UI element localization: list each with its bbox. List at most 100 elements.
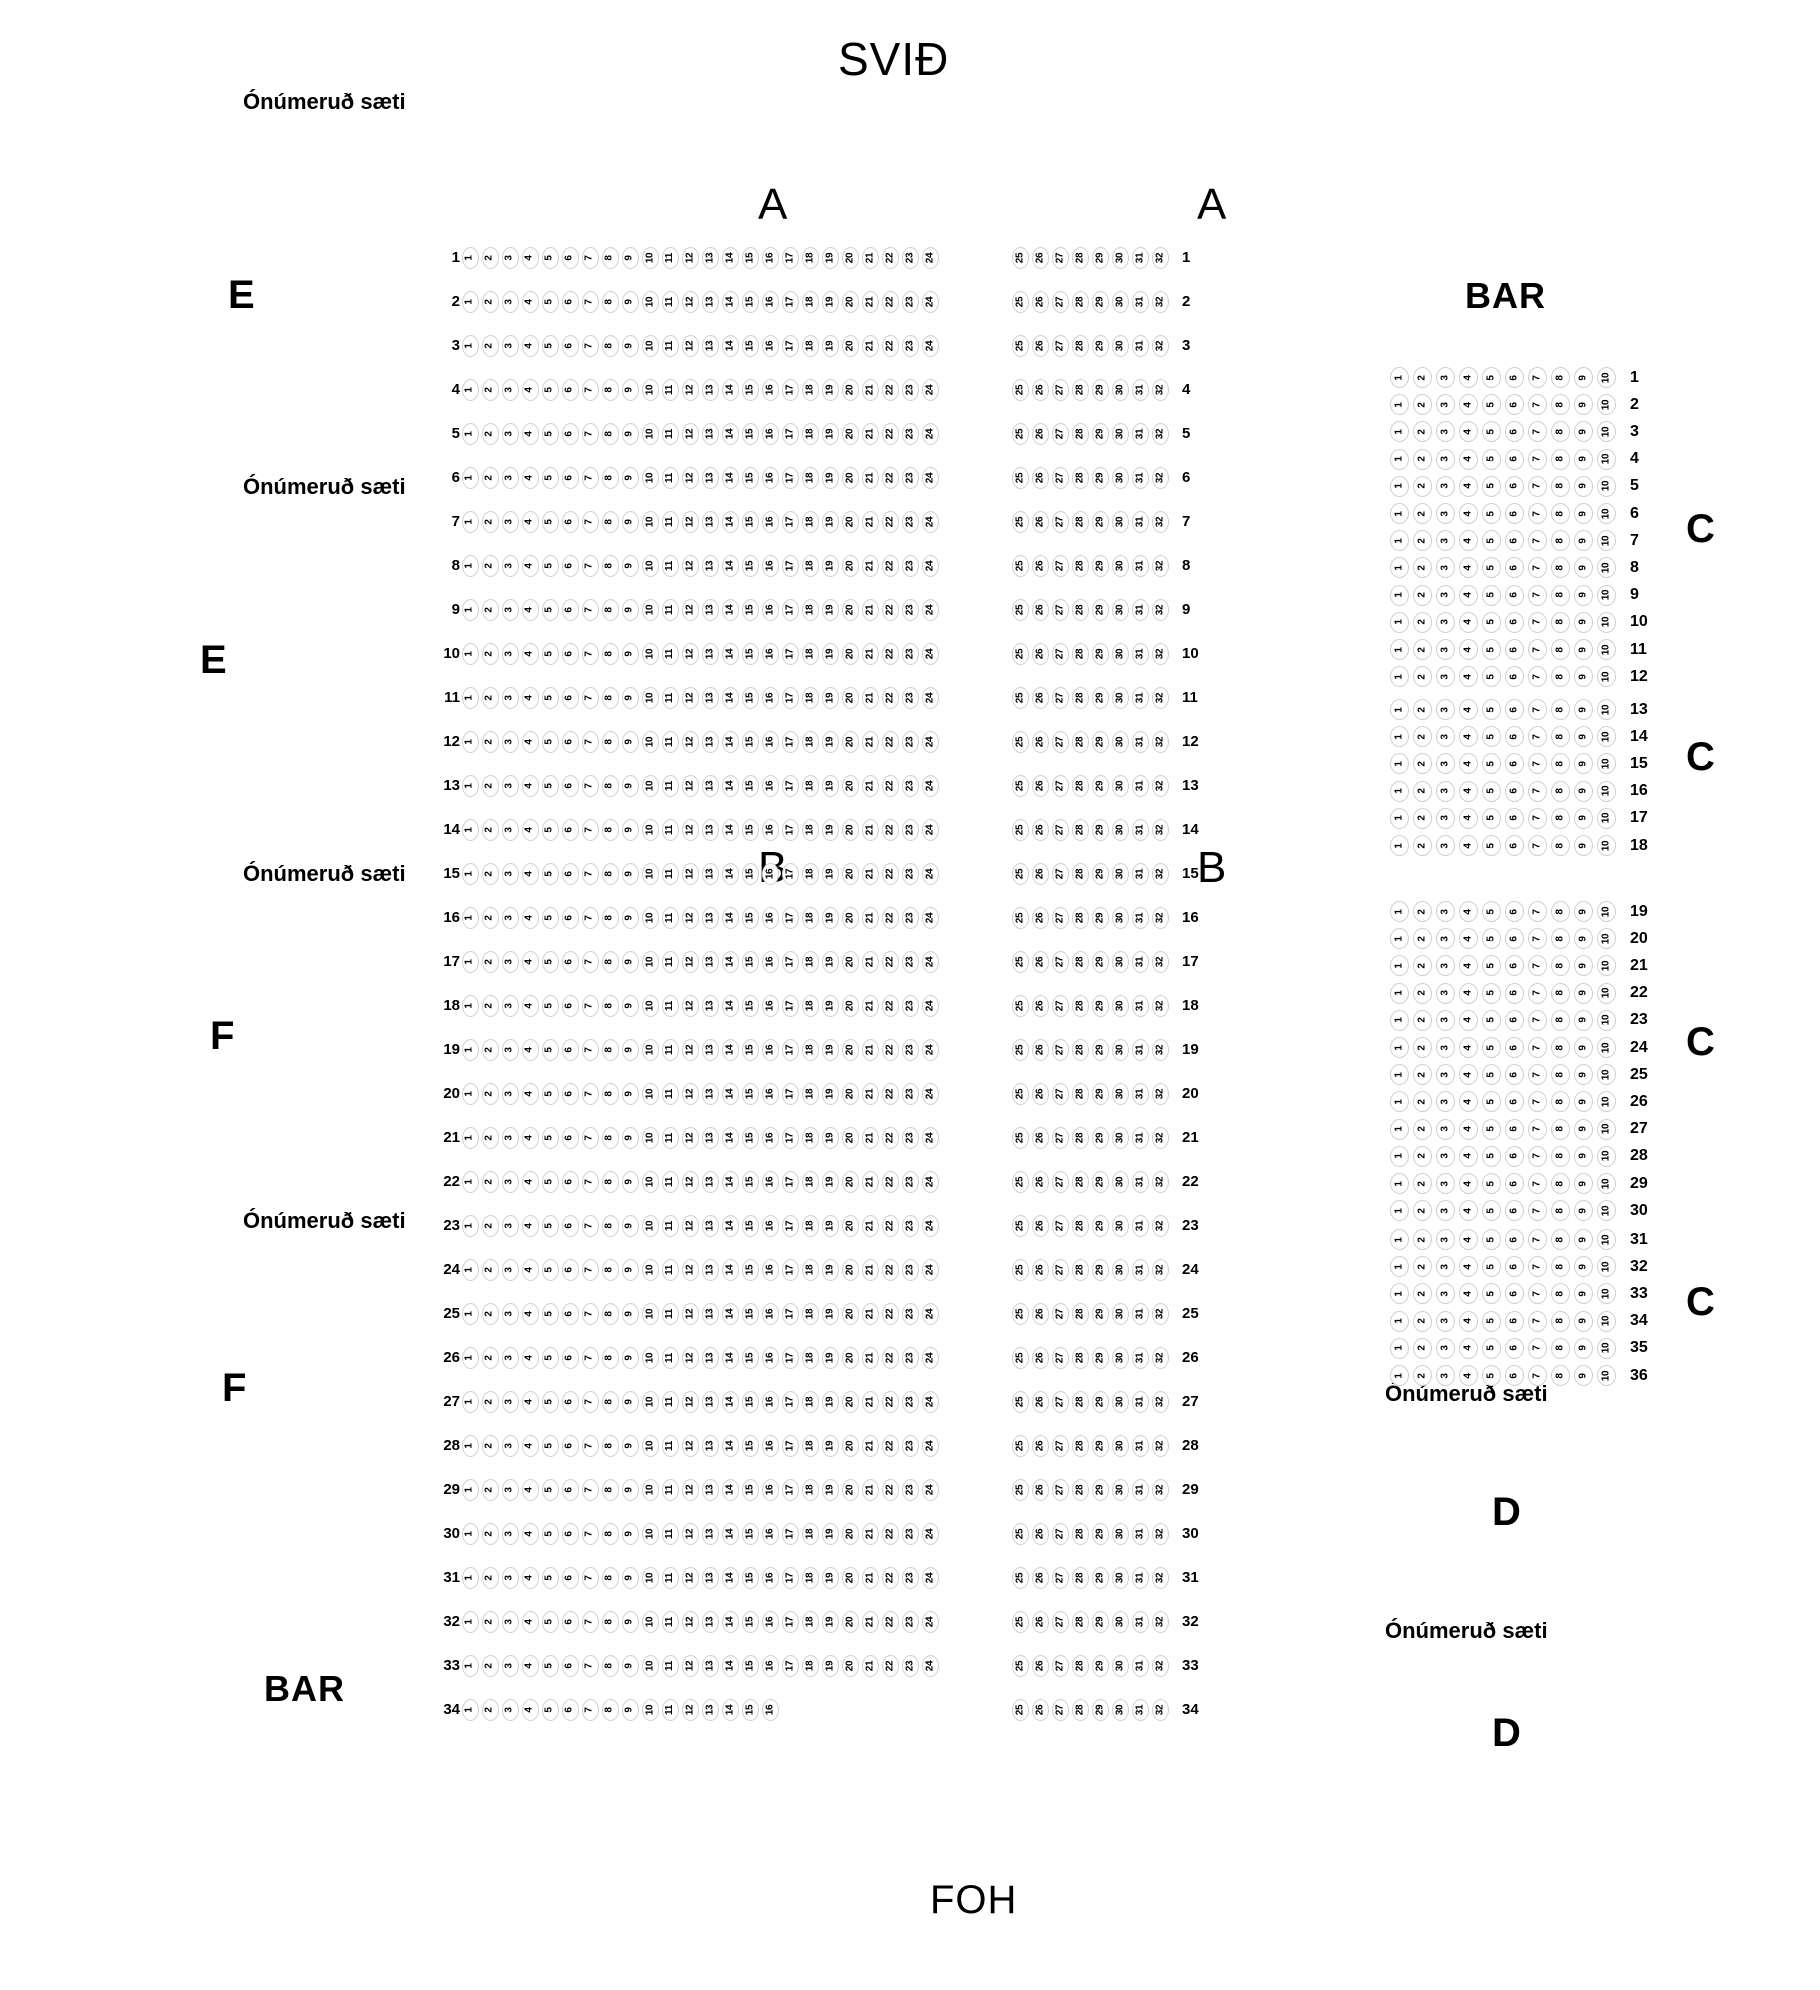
seat[interactable]: 26	[1031, 423, 1049, 445]
seat[interactable]: 32	[1151, 1171, 1169, 1193]
seat[interactable]: 7	[581, 863, 599, 885]
seat[interactable]: 2	[481, 687, 499, 709]
seat[interactable]: 7	[581, 907, 599, 929]
seat[interactable]: 16	[761, 291, 779, 313]
seat[interactable]: 17	[781, 995, 799, 1017]
seat[interactable]: 18	[801, 1347, 819, 1369]
seat[interactable]: 7	[1528, 901, 1547, 922]
seat[interactable]: 29	[1091, 423, 1109, 445]
seat[interactable]: 27	[1051, 1611, 1069, 1633]
seat[interactable]: 13	[701, 291, 719, 313]
seat[interactable]: 9	[621, 1479, 639, 1501]
seat[interactable]: 10	[1597, 1064, 1616, 1086]
seat[interactable]: 6	[561, 775, 579, 797]
seat[interactable]: 3	[501, 1259, 519, 1281]
seat[interactable]: 31	[1131, 907, 1149, 929]
seat[interactable]: 7	[1528, 1229, 1547, 1250]
seat[interactable]: 5	[1482, 699, 1501, 720]
seat[interactable]: 5	[1482, 928, 1501, 950]
seat[interactable]: 10	[1597, 666, 1616, 688]
seat[interactable]: 29	[1091, 1567, 1109, 1589]
seat[interactable]: 4	[1459, 639, 1478, 660]
seat[interactable]: 13	[701, 555, 719, 577]
seat[interactable]: 29	[1091, 379, 1109, 401]
seat[interactable]: 8	[601, 1479, 619, 1501]
seat[interactable]: 21	[861, 731, 879, 753]
seat[interactable]: 17	[781, 1479, 799, 1501]
seat[interactable]: 6	[561, 907, 579, 929]
seat[interactable]: 20	[841, 1259, 859, 1281]
seat[interactable]: 25	[1011, 1655, 1029, 1677]
seat[interactable]: 31	[1131, 863, 1149, 885]
seat[interactable]: 4	[1459, 1229, 1478, 1250]
seat[interactable]: 14	[721, 863, 739, 885]
seat[interactable]: 32	[1151, 1127, 1169, 1149]
seat[interactable]: 19	[821, 1215, 839, 1237]
seat[interactable]: 26	[1031, 1171, 1049, 1193]
seat[interactable]: 30	[1111, 599, 1129, 621]
seat[interactable]: 2	[481, 995, 499, 1017]
seat[interactable]: 9	[1574, 1145, 1593, 1167]
seat[interactable]: 10	[641, 995, 659, 1017]
seat[interactable]: 21	[861, 1347, 879, 1369]
seat[interactable]: 32	[1151, 1567, 1169, 1589]
seat[interactable]: 32	[1151, 819, 1169, 841]
seat[interactable]: 13	[701, 511, 719, 533]
seat[interactable]: 1	[1390, 1064, 1409, 1086]
seat[interactable]: 8	[601, 555, 619, 577]
seat[interactable]: 22	[881, 731, 899, 753]
seat[interactable]: 27	[1051, 687, 1069, 709]
seat[interactable]: 27	[1051, 379, 1069, 401]
seat[interactable]: 11	[661, 1171, 679, 1193]
seat[interactable]: 4	[521, 1215, 539, 1237]
seat[interactable]: 12	[681, 1655, 699, 1677]
seat[interactable]: 26	[1031, 1215, 1049, 1237]
seat[interactable]: 18	[801, 995, 819, 1017]
seat[interactable]: 6	[1505, 1229, 1524, 1250]
seat[interactable]: 29	[1091, 951, 1109, 973]
seat[interactable]: 14	[721, 511, 739, 533]
seat[interactable]: 4	[1459, 901, 1478, 922]
seat[interactable]: 27	[1051, 1347, 1069, 1369]
seat[interactable]: 20	[841, 247, 859, 269]
seat[interactable]: 2	[1413, 503, 1432, 524]
seat[interactable]: 3	[1436, 611, 1455, 633]
seat[interactable]: 5	[541, 1083, 559, 1105]
seat[interactable]: 3	[1436, 1091, 1455, 1113]
seat[interactable]: 7	[1528, 530, 1547, 552]
seat[interactable]: 12	[681, 467, 699, 489]
seat[interactable]: 30	[1111, 1215, 1129, 1237]
seat[interactable]: 25	[1011, 775, 1029, 797]
seat[interactable]: 26	[1031, 731, 1049, 753]
seat[interactable]: 8	[1551, 1118, 1570, 1140]
seat[interactable]: 32	[1151, 643, 1169, 665]
seat[interactable]: 3	[501, 687, 519, 709]
seat[interactable]: 3	[1436, 557, 1455, 579]
seat[interactable]: 19	[821, 1171, 839, 1193]
seat[interactable]: 10	[1597, 639, 1616, 660]
seat[interactable]: 3	[501, 1303, 519, 1325]
seat[interactable]: 25	[1011, 1127, 1029, 1149]
seat[interactable]: 15	[741, 1567, 759, 1589]
seat[interactable]: 10	[641, 863, 659, 885]
seat[interactable]: 9	[621, 291, 639, 313]
seat[interactable]: 22	[881, 1391, 899, 1413]
seat[interactable]: 2	[481, 467, 499, 489]
seat[interactable]: 10	[1597, 394, 1616, 416]
seat[interactable]: 10	[1597, 1337, 1616, 1359]
seat[interactable]: 28	[1071, 907, 1089, 929]
seat[interactable]: 1	[461, 555, 479, 577]
seat[interactable]: 8	[1551, 1283, 1570, 1305]
seat[interactable]: 1	[461, 995, 479, 1017]
seat[interactable]: 24	[921, 247, 939, 269]
seat[interactable]: 22	[881, 1039, 899, 1061]
seat[interactable]: 6	[1505, 1200, 1524, 1222]
seat[interactable]: 7	[1528, 1310, 1547, 1332]
seat[interactable]: 3	[501, 555, 519, 577]
seat[interactable]: 16	[761, 995, 779, 1017]
seat[interactable]: 8	[1551, 1064, 1570, 1086]
seat[interactable]: 10	[641, 643, 659, 665]
seat[interactable]: 20	[841, 1347, 859, 1369]
seat[interactable]: 5	[541, 1215, 559, 1237]
seat[interactable]: 28	[1071, 951, 1089, 973]
